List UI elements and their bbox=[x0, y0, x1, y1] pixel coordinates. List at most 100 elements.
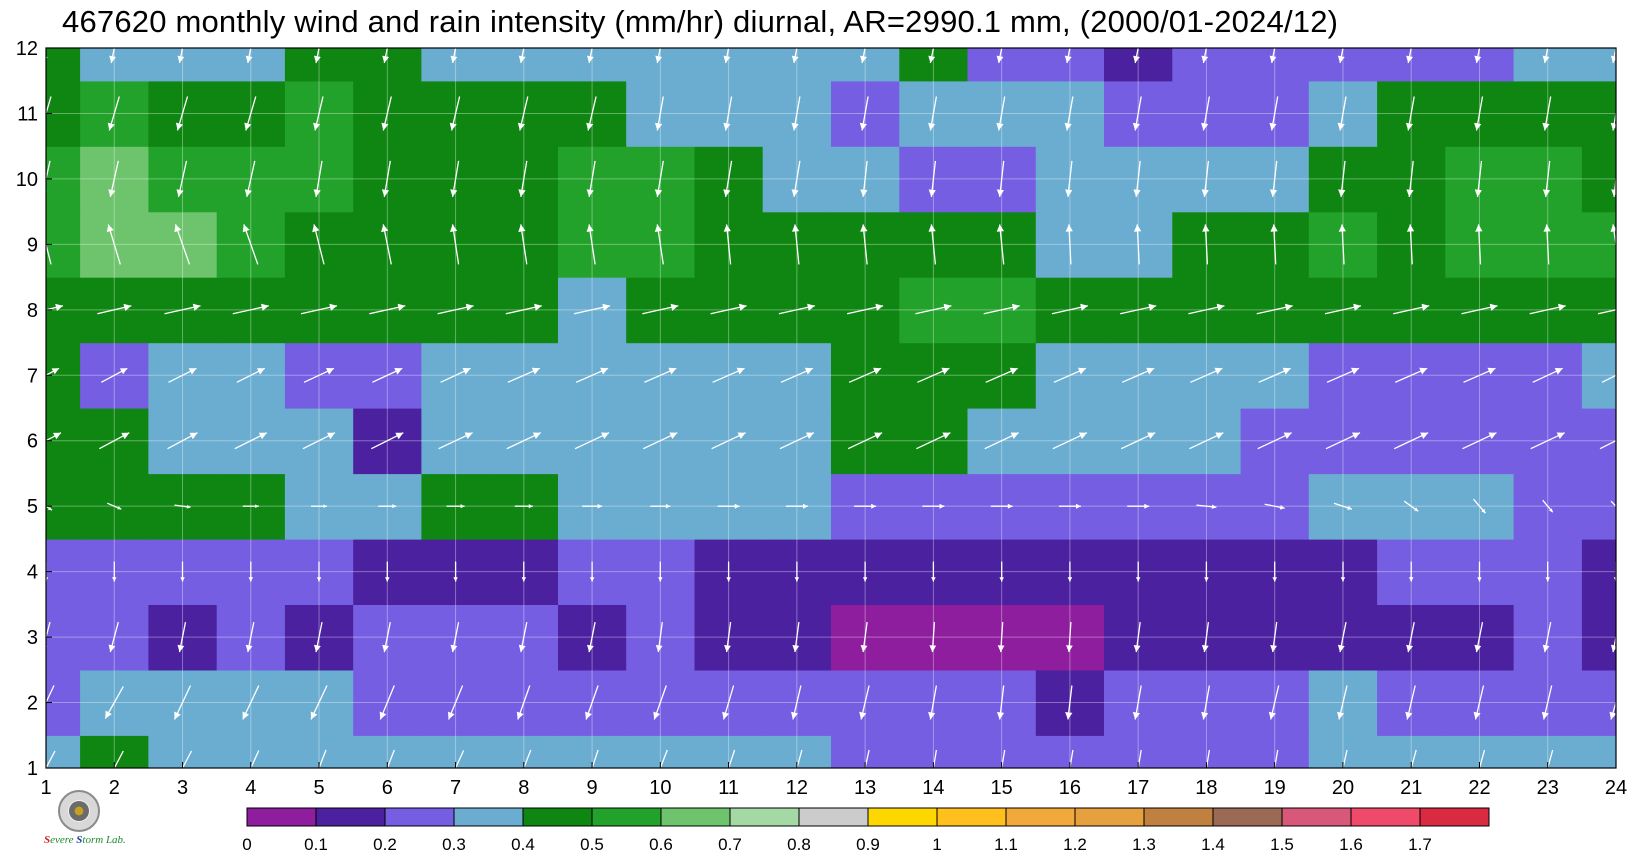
wind-arrow bbox=[176, 160, 188, 198]
rain-cell bbox=[46, 48, 81, 82]
wind-arrow bbox=[983, 303, 1020, 315]
wind-arrow bbox=[104, 686, 124, 719]
rain-cell bbox=[1581, 604, 1616, 671]
wind-arrow bbox=[1205, 749, 1211, 768]
wind-arrow bbox=[1127, 503, 1150, 509]
wind-arrow bbox=[97, 303, 132, 315]
wind-arrow bbox=[1133, 622, 1141, 653]
rain-cell bbox=[1035, 48, 1105, 82]
wind-arrow bbox=[1529, 303, 1566, 315]
wind-arrow bbox=[791, 160, 801, 198]
y-tick-label: 9 bbox=[27, 234, 38, 256]
colorbar-tick-label: 1.4 bbox=[1201, 835, 1225, 854]
wind-arrow bbox=[727, 749, 736, 768]
rain-cell bbox=[46, 735, 81, 768]
wind-arrow bbox=[1610, 48, 1616, 64]
wind-arrow bbox=[1189, 432, 1224, 450]
wind-arrow bbox=[1408, 561, 1414, 582]
colorbar-swatch bbox=[1419, 807, 1490, 827]
rain-cell bbox=[1581, 342, 1616, 409]
colorbar-tick-label: 0.1 bbox=[304, 835, 328, 854]
wind-arrow bbox=[1474, 621, 1484, 653]
wind-arrow bbox=[46, 303, 64, 311]
wind-arrow bbox=[371, 432, 404, 450]
wind-arrow bbox=[573, 303, 611, 315]
wind-arrow bbox=[369, 303, 406, 315]
x-tick-label: 12 bbox=[786, 777, 808, 799]
colorbar-swatch bbox=[1350, 807, 1421, 827]
y-tick-label: 2 bbox=[27, 693, 38, 715]
wind-arrow bbox=[780, 367, 814, 383]
wind-arrow bbox=[785, 503, 808, 509]
wind-arrow bbox=[726, 561, 731, 582]
rain-cell bbox=[899, 48, 969, 82]
wind-arrow bbox=[582, 503, 603, 509]
colorbar-swatch bbox=[1281, 807, 1352, 827]
wind-arrow bbox=[1269, 48, 1277, 64]
x-tick-label: 23 bbox=[1537, 777, 1559, 799]
wind-arrow bbox=[996, 48, 1004, 64]
wind-arrow bbox=[794, 561, 800, 582]
wind-arrow bbox=[1478, 749, 1486, 768]
rain-cell bbox=[1581, 669, 1616, 736]
wind-arrow bbox=[1461, 303, 1498, 315]
wind-arrow bbox=[864, 749, 870, 768]
colorbar-tick-label: 1 bbox=[932, 835, 941, 854]
rain-cell bbox=[489, 48, 559, 82]
lab-logo: Severe Storm Lab. bbox=[44, 790, 126, 856]
wind-arrow bbox=[518, 621, 528, 653]
y-tick-label: 7 bbox=[27, 365, 38, 387]
wind-arrow bbox=[722, 685, 735, 720]
wind-arrow bbox=[1542, 96, 1552, 131]
wind-arrow bbox=[591, 749, 599, 768]
wind-arrow bbox=[1269, 96, 1279, 131]
x-tick-label: 6 bbox=[382, 777, 393, 799]
wind-arrow bbox=[167, 432, 198, 450]
wind-arrow bbox=[1001, 749, 1006, 768]
wind-arrow bbox=[1340, 561, 1346, 582]
wind-arrow bbox=[1051, 303, 1089, 315]
wind-arrow bbox=[1135, 561, 1141, 582]
wind-arrow bbox=[1132, 685, 1142, 720]
x-tick-label: 9 bbox=[587, 777, 598, 799]
wind-arrow bbox=[1610, 500, 1616, 508]
wind-arrow bbox=[659, 749, 668, 768]
wind-arrow bbox=[1394, 367, 1428, 383]
wind-arrow bbox=[791, 96, 801, 131]
x-tick-label: 16 bbox=[1059, 777, 1081, 799]
wind-arrow bbox=[236, 367, 266, 383]
wind-arrow bbox=[1065, 685, 1073, 720]
wind-arrow bbox=[450, 48, 458, 64]
wind-arrow bbox=[929, 622, 937, 653]
x-tick-label: 19 bbox=[1264, 777, 1286, 799]
wind-arrow bbox=[928, 685, 938, 720]
wind-arrow bbox=[860, 622, 868, 653]
wind-arrow bbox=[447, 685, 464, 720]
rain-cell bbox=[626, 48, 696, 82]
colorbar-tick-label: 0.6 bbox=[649, 835, 673, 854]
wind-arrow bbox=[711, 432, 746, 450]
wind-arrow bbox=[440, 367, 471, 383]
rain-cell bbox=[558, 48, 627, 82]
wind-arrow bbox=[1133, 48, 1140, 64]
rain-cell bbox=[421, 48, 491, 82]
wind-arrow bbox=[244, 96, 257, 131]
wind-arrow bbox=[1473, 498, 1486, 514]
wind-arrow bbox=[180, 561, 185, 582]
wind-arrow bbox=[1190, 367, 1223, 383]
wind-arrow bbox=[1270, 224, 1278, 265]
wind-arrow bbox=[1052, 432, 1088, 450]
rain-cell bbox=[1172, 48, 1242, 82]
wind-arrow bbox=[1610, 224, 1616, 249]
wind-arrow bbox=[916, 432, 951, 450]
wind-arrow bbox=[1337, 48, 1345, 64]
wind-arrow bbox=[854, 503, 877, 509]
wind-arrow bbox=[1611, 173, 1616, 197]
x-tick-label: 5 bbox=[313, 777, 324, 799]
chart-title: 467620 monthly wind and rain intensity (… bbox=[62, 4, 1339, 39]
wind-arrow bbox=[450, 621, 460, 653]
wind-arrow bbox=[712, 367, 745, 383]
wind-arrow bbox=[1264, 503, 1285, 510]
wind-arrow bbox=[723, 48, 731, 64]
wind-arrow bbox=[46, 367, 60, 377]
